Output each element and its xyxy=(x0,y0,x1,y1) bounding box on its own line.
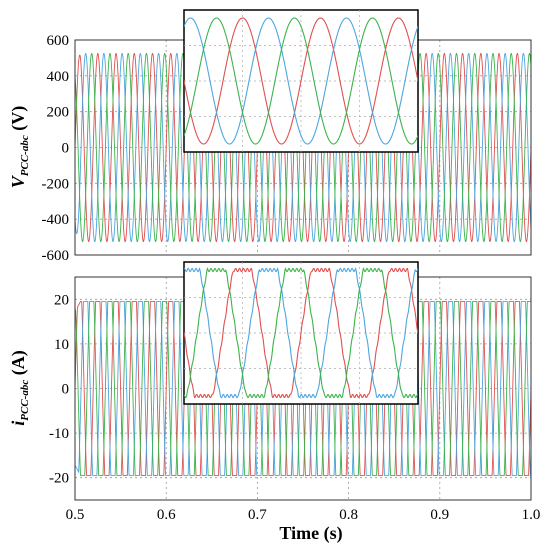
y-tick-label: 600 xyxy=(47,33,70,49)
zoom-inset xyxy=(183,261,419,405)
y-tick-label: 200 xyxy=(47,105,70,121)
current-ylabel: iPCC-abc (A) xyxy=(8,350,31,425)
x-tick-label: 1.0 xyxy=(522,507,541,523)
voltage-ylabel: VPCC-abc (V) xyxy=(8,106,31,188)
y-tick-label: 0 xyxy=(62,141,70,157)
voltage-panel: -600 -400 -200 0 200 400 600 xyxy=(42,9,532,264)
inset-phase-trace-1 xyxy=(184,267,418,399)
y-tick-label: -400 xyxy=(42,212,70,228)
inset-phase-trace-1 xyxy=(184,17,418,145)
current-panel: -20 -10 0 10 20 xyxy=(49,261,532,501)
zoom-inset xyxy=(183,9,419,153)
y-tick-label: 20 xyxy=(54,292,69,308)
x-tick-label: 0.9 xyxy=(430,507,449,523)
y-tick-label: 400 xyxy=(47,69,70,85)
x-tick-label: 0.7 xyxy=(248,507,267,523)
inset-phase-trace-2 xyxy=(184,17,418,145)
current-ylabel-unit: (A) xyxy=(8,350,29,380)
phase-trace-2 xyxy=(75,52,531,243)
voltage-ylabel-unit: (V) xyxy=(8,106,29,136)
y-tick-label: -20 xyxy=(49,471,69,487)
x-tick-label: 0.8 xyxy=(339,507,358,523)
current-ylabel-main: i xyxy=(8,421,28,426)
x-tick-label: 0.6 xyxy=(157,507,176,523)
y-tick-label: -10 xyxy=(49,426,69,442)
voltage-ylabel-sub: PCC-abc xyxy=(19,135,31,176)
y-tick-label: -200 xyxy=(42,176,70,192)
y-tick-label: 10 xyxy=(54,337,69,353)
x-axis-label: Time (s) xyxy=(279,523,342,544)
voltage-ylabel-main: V xyxy=(8,174,28,188)
y-tick-label: 0 xyxy=(62,382,70,398)
inset-phase-trace-0 xyxy=(184,267,418,399)
y-tick-label: -600 xyxy=(42,248,70,264)
current-ylabel-sub: PCC-abc xyxy=(19,380,31,421)
time-axis: 0.5 0.6 0.7 0.8 0.9 1.0 xyxy=(66,507,541,523)
inset-phase-trace-2 xyxy=(184,267,418,399)
x-tick-label: 0.5 xyxy=(66,507,85,523)
phase-trace-2 xyxy=(75,301,531,476)
inset-phase-trace-0 xyxy=(184,17,418,145)
